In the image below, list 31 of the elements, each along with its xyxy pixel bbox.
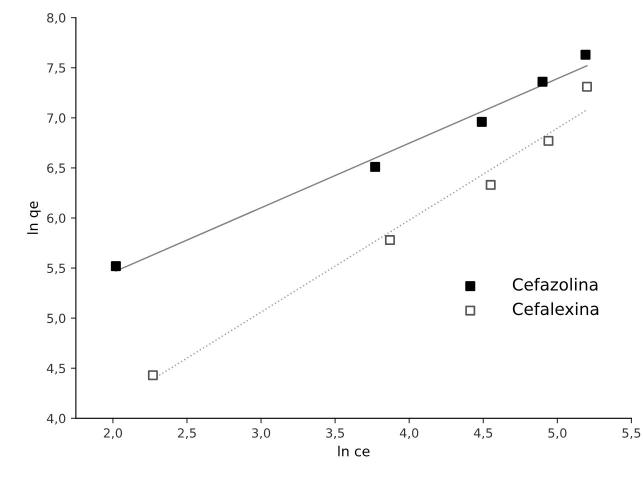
y-tick-label: 5,0: [47, 314, 66, 324]
x-tick-label: 3,5: [326, 428, 344, 439]
legend-label: Cefazolina: [512, 278, 598, 291]
y-tick-label: 4,0: [46, 414, 66, 425]
x-tick-label: 4,0: [400, 428, 418, 439]
point: [543, 136, 554, 146]
y-tick-label: 6,5: [47, 163, 66, 174]
y-tick-label: 5,5: [47, 264, 66, 274]
x-tick-label: 5,5: [622, 428, 640, 439]
point: [110, 261, 121, 272]
y-tick-label: 4,5: [46, 364, 66, 374]
point: [370, 162, 380, 172]
point: [486, 180, 496, 190]
point: [476, 116, 487, 127]
point: [582, 82, 592, 92]
y-axis-title: ln qe: [27, 202, 41, 234]
y-tick-label: 7,0: [47, 113, 66, 124]
y-tick-label: 6,0: [47, 213, 66, 224]
legend-label: Cefalexina: [512, 302, 598, 316]
point: [148, 370, 158, 380]
x-tick-label: 5,0: [548, 428, 566, 439]
y-tick-label: 8,0: [47, 13, 66, 24]
point: [538, 76, 548, 87]
x-tick-label: 2,0: [104, 428, 122, 439]
x-tick-label: 3,0: [252, 428, 270, 439]
point: [580, 50, 590, 60]
x-tick-label: 2,5: [178, 428, 196, 439]
x-tick-label: 4,5: [474, 428, 492, 439]
y-tick-label: 7,5: [47, 63, 66, 74]
point: [384, 235, 395, 246]
x-axis-title: ln ce: [338, 446, 370, 456]
